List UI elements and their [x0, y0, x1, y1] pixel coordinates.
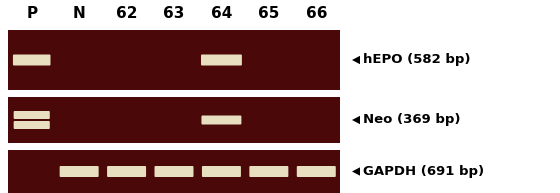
FancyBboxPatch shape	[60, 166, 99, 177]
Polygon shape	[352, 167, 360, 176]
Text: GAPDH (691 bp): GAPDH (691 bp)	[363, 165, 484, 178]
Text: 66: 66	[306, 7, 327, 21]
Bar	[8, 97, 340, 143]
FancyBboxPatch shape	[201, 54, 242, 65]
Text: N: N	[73, 7, 86, 21]
FancyBboxPatch shape	[13, 111, 50, 119]
Text: 65: 65	[258, 7, 279, 21]
FancyBboxPatch shape	[13, 54, 50, 65]
FancyBboxPatch shape	[13, 121, 50, 129]
Bar	[8, 150, 340, 193]
Polygon shape	[352, 56, 360, 64]
Text: hEPO (582 bp): hEPO (582 bp)	[363, 53, 470, 67]
Polygon shape	[352, 116, 360, 124]
Text: P: P	[26, 7, 38, 21]
FancyBboxPatch shape	[107, 166, 146, 177]
Text: 64: 64	[211, 7, 232, 21]
Text: Neo (369 bp): Neo (369 bp)	[363, 113, 460, 126]
Bar	[8, 30, 340, 90]
FancyBboxPatch shape	[202, 166, 241, 177]
FancyBboxPatch shape	[249, 166, 288, 177]
Text: 62: 62	[116, 7, 137, 21]
Text: 63: 63	[164, 7, 185, 21]
FancyBboxPatch shape	[297, 166, 336, 177]
FancyBboxPatch shape	[155, 166, 194, 177]
FancyBboxPatch shape	[202, 115, 241, 124]
